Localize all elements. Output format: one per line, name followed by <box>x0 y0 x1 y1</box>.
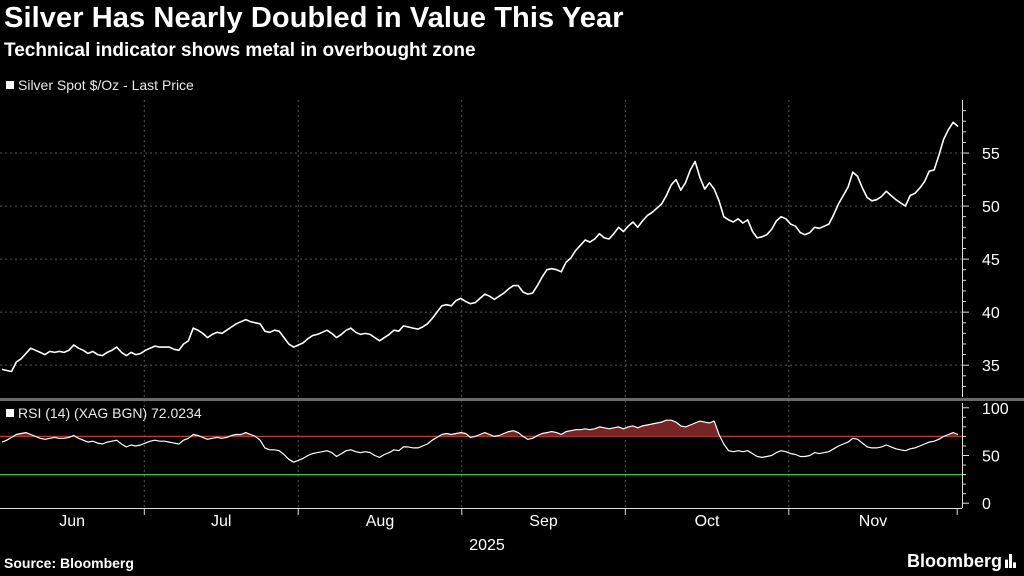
axes: 35 40 45 50 55 0 50 100 Jun Jul Aug Sep Oct Nov 2025 <box>0 100 1024 554</box>
rsi-legend-swatch <box>6 409 14 417</box>
price-tick-label: 50 <box>982 199 1000 216</box>
price-legend-swatch <box>6 81 14 89</box>
x-tick-label: Aug <box>366 513 394 530</box>
overbought-fill <box>948 432 958 437</box>
x-year-label: 2025 <box>469 537 505 554</box>
price-tick-label: 45 <box>982 252 1000 269</box>
source-note: Source: Bloomberg <box>4 555 134 571</box>
overbought-fill <box>499 430 519 437</box>
price-tick-label: 55 <box>982 146 1000 163</box>
rsi-legend-label: RSI (14) (XAG BGN) 72.0234 <box>18 405 202 421</box>
rsi-tick-label: 50 <box>982 449 1000 466</box>
x-tick-label: Sep <box>529 513 558 530</box>
x-tick-label: Jul <box>211 513 231 530</box>
bloomberg-logo: Bloomberg <box>907 551 1016 572</box>
rsi-series-line <box>1 419 959 463</box>
price-tick-label: 40 <box>982 305 1000 322</box>
overbought-fill <box>480 432 490 437</box>
overbought-fill <box>537 420 719 437</box>
price-tick-label: 35 <box>982 358 1000 375</box>
rsi-panel <box>0 419 962 476</box>
x-tick-label: Oct <box>695 513 720 530</box>
chart-subtitle: Technical indicator shows metal in overb… <box>4 40 476 61</box>
x-tick-label: Nov <box>859 513 887 530</box>
bloomberg-bars-icon <box>1005 554 1016 568</box>
rsi-tick-label: 0 <box>982 496 991 513</box>
x-tick-label: Jun <box>59 513 85 530</box>
grid <box>0 100 962 508</box>
rsi-tick-label: 100 <box>982 401 1009 418</box>
price-legend: Silver Spot $/Oz - Last Price <box>6 77 194 93</box>
brand-name: Bloomberg <box>906 551 1002 571</box>
chart-title: Silver Has Nearly Doubled in Value This … <box>4 2 624 34</box>
price-series-line <box>1 121 959 373</box>
price-legend-label: Silver Spot $/Oz - Last Price <box>18 77 194 93</box>
rsi-legend: RSI (14) (XAG BGN) 72.0234 <box>6 405 202 421</box>
price-panel <box>1 121 959 373</box>
